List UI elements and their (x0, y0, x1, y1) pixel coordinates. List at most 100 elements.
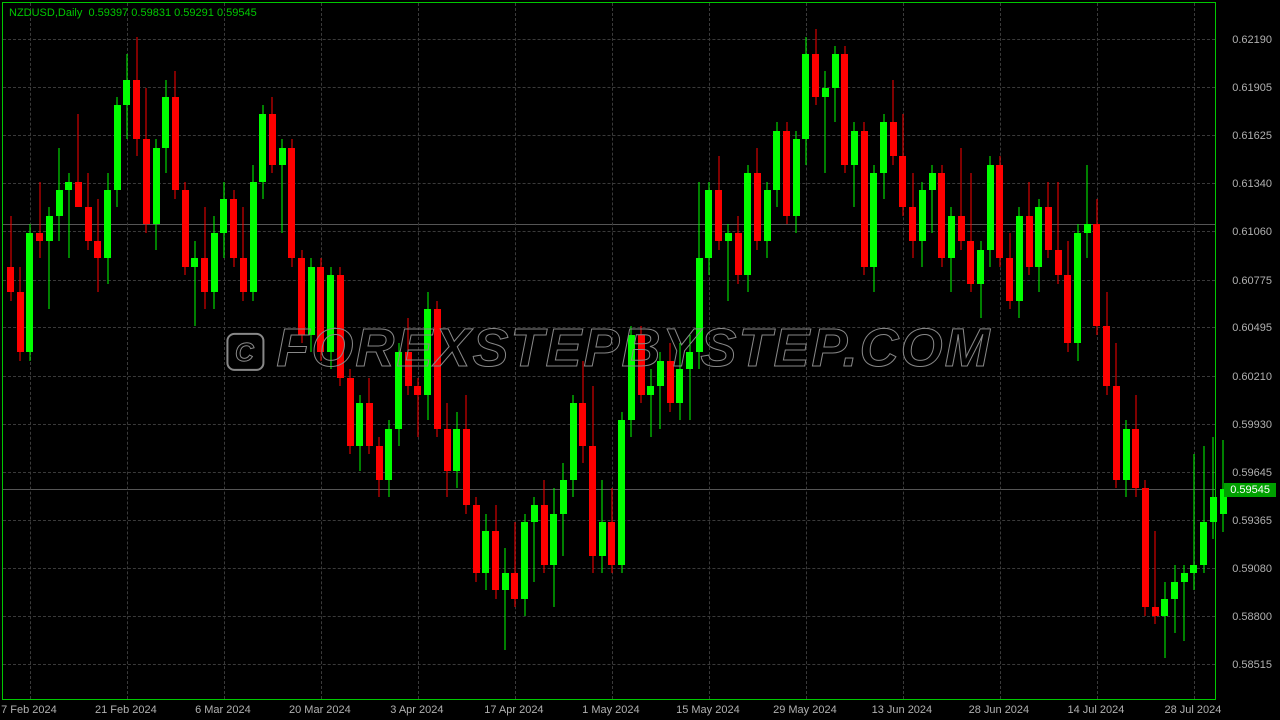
candle (1142, 3, 1149, 701)
chart-title: NZDUSD,Daily 0.59397 0.59831 0.59291 0.5… (9, 7, 257, 19)
candle (133, 3, 140, 701)
candle (123, 3, 130, 701)
candle (492, 3, 499, 701)
candle (1026, 3, 1033, 701)
candle (65, 3, 72, 701)
candle (570, 3, 577, 701)
candle (182, 3, 189, 701)
x-tick-label: 15 May 2024 (676, 704, 740, 716)
candle (599, 3, 606, 701)
candle (521, 3, 528, 701)
candle (405, 3, 412, 701)
candle (705, 3, 712, 701)
candle (366, 3, 373, 701)
candle (541, 3, 548, 701)
candle (482, 3, 489, 701)
candle (880, 3, 887, 701)
candle (56, 3, 63, 701)
candle (861, 3, 868, 701)
candle (1113, 3, 1120, 701)
candle (531, 3, 538, 701)
chart-container[interactable]: NZDUSD,Daily 0.59397 0.59831 0.59291 0.5… (2, 2, 1216, 700)
candle (938, 3, 945, 701)
candle (356, 3, 363, 701)
candle (17, 3, 24, 701)
candle (608, 3, 615, 701)
candle (822, 3, 829, 701)
candle (211, 3, 218, 701)
symbol-label: NZDUSD (9, 7, 55, 19)
price-axis: 0.621900.619050.616250.613400.610600.607… (1218, 2, 1278, 700)
x-tick-label: 20 Mar 2024 (289, 704, 351, 716)
candle (647, 3, 654, 701)
candle (220, 3, 227, 701)
candle (347, 3, 354, 701)
x-tick-label: 28 Jun 2024 (969, 704, 1030, 716)
candle (172, 3, 179, 701)
candle (832, 3, 839, 701)
chart-plot-area[interactable] (3, 3, 1215, 699)
candle (793, 3, 800, 701)
candle (473, 3, 480, 701)
candle (7, 3, 14, 701)
y-tick-label: 0.60495 (1232, 322, 1272, 334)
candle (929, 3, 936, 701)
candle (1190, 3, 1197, 701)
time-axis: 7 Feb 202421 Feb 20246 Mar 202420 Mar 20… (2, 700, 1216, 718)
candle (686, 3, 693, 701)
candle (230, 3, 237, 701)
candle (259, 3, 266, 701)
candle (1181, 3, 1188, 701)
candle (1035, 3, 1042, 701)
candle (502, 3, 509, 701)
candle (899, 3, 906, 701)
candle (1045, 3, 1052, 701)
candle (967, 3, 974, 701)
candle (996, 3, 1003, 701)
candle (783, 3, 790, 701)
candle (1064, 3, 1071, 701)
y-tick-label: 0.61905 (1232, 82, 1272, 94)
y-tick-label: 0.60775 (1232, 275, 1272, 287)
y-tick-label: 0.58800 (1232, 611, 1272, 623)
candle (628, 3, 635, 701)
candle (948, 3, 955, 701)
candle (1093, 3, 1100, 701)
candle (444, 3, 451, 701)
candle (75, 3, 82, 701)
candle (1103, 3, 1110, 701)
timeframe-label: Daily (58, 7, 82, 19)
candle (735, 3, 742, 701)
y-tick-label: 0.61340 (1232, 178, 1272, 190)
candle (550, 3, 557, 701)
candle (308, 3, 315, 701)
candle (191, 3, 198, 701)
candle (298, 3, 305, 701)
y-tick-label: 0.62190 (1232, 34, 1272, 46)
x-tick-label: 17 Apr 2024 (484, 704, 543, 716)
candle (1132, 3, 1139, 701)
candle (1152, 3, 1159, 701)
candle (511, 3, 518, 701)
candle (463, 3, 470, 701)
y-tick-label: 0.60210 (1232, 371, 1272, 383)
x-tick-label: 6 Mar 2024 (195, 704, 251, 716)
y-tick-label: 0.61060 (1232, 226, 1272, 238)
candle (337, 3, 344, 701)
candle (162, 3, 169, 701)
y-tick-label: 0.59930 (1232, 419, 1272, 431)
candle (676, 3, 683, 701)
candle (1200, 3, 1207, 701)
candle (764, 3, 771, 701)
ohlc-label: 0.59397 0.59831 0.59291 0.59545 (88, 7, 256, 19)
y-tick-label: 0.59365 (1232, 515, 1272, 527)
candle (1123, 3, 1130, 701)
x-tick-label: 3 Apr 2024 (390, 704, 443, 716)
candle (909, 3, 916, 701)
candle (85, 3, 92, 701)
candle (870, 3, 877, 701)
candle (725, 3, 732, 701)
candle (589, 3, 596, 701)
current-price-tag: 0.59545 (1224, 483, 1276, 497)
candle (269, 3, 276, 701)
